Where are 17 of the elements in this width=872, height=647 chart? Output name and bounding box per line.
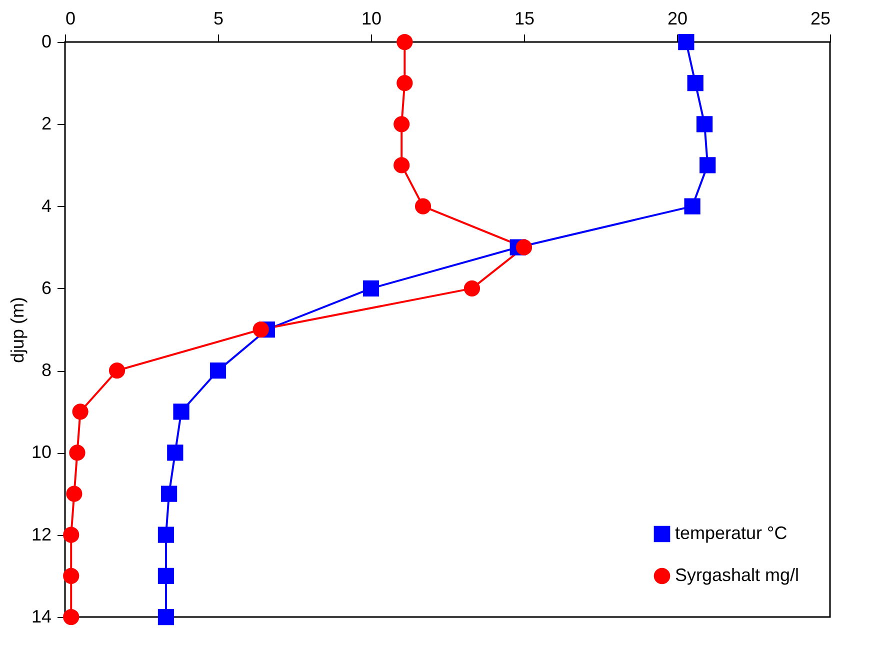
x-tick-label: 25 <box>810 8 830 28</box>
y-tick-label: 6 <box>41 278 52 298</box>
y-tick-label: 10 <box>31 442 52 462</box>
x-tick-label: 15 <box>514 8 535 28</box>
y-tick-label: 2 <box>41 114 52 134</box>
y-tick-label: 0 <box>41 32 52 52</box>
y-tick-label: 12 <box>31 524 52 544</box>
legend-label: temperatur °C <box>675 523 788 543</box>
x-tick-label: 20 <box>667 8 688 28</box>
y-axis-title: djup (m) <box>7 296 28 364</box>
x-tick-label: 0 <box>66 8 76 28</box>
y-tick-label: 8 <box>41 360 52 380</box>
y-tick-label: 4 <box>41 196 52 216</box>
legend-label: Syrgashalt mg/l <box>675 565 800 585</box>
x-tick-label: 10 <box>361 8 382 28</box>
y-tick-label: 14 <box>31 606 52 626</box>
x-tick-label: 5 <box>213 8 224 28</box>
